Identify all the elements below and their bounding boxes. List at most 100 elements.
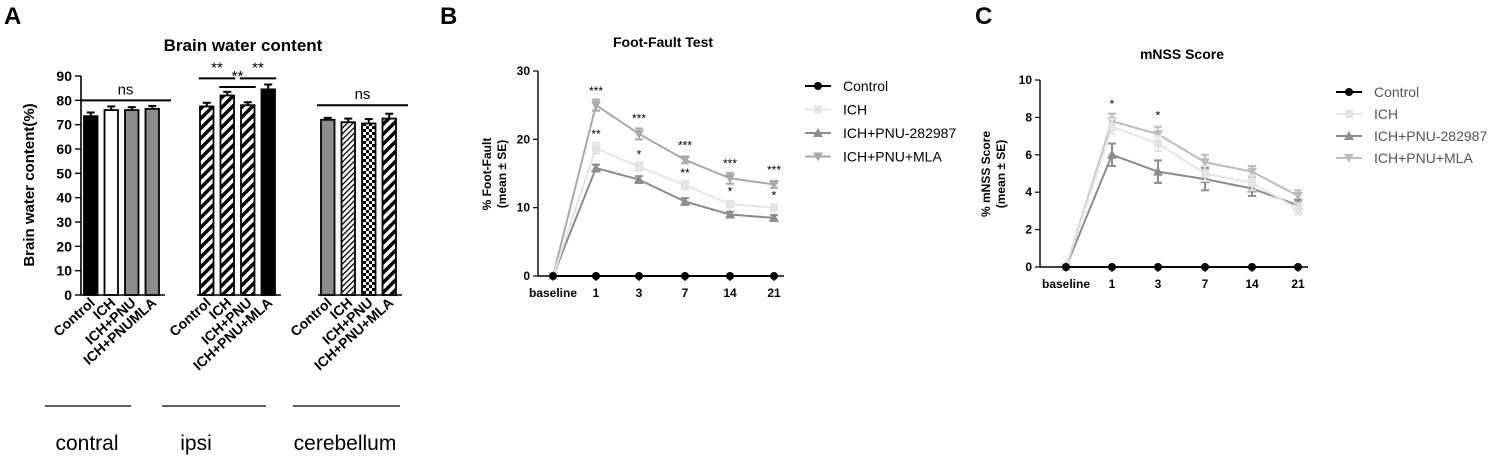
data-point xyxy=(591,101,601,111)
data-point xyxy=(1153,166,1163,176)
panel-letter-a: A xyxy=(4,3,21,30)
significance-label: *** xyxy=(767,163,781,177)
legend-marker xyxy=(1345,110,1353,118)
data-point xyxy=(770,203,778,212)
data-point xyxy=(635,162,643,171)
y-tick-label-a: 90 xyxy=(56,68,72,84)
legend-marker xyxy=(813,152,823,162)
series-line xyxy=(1065,125,1299,268)
plot-area-c: 0 2 4 6 8 10 baseline 1 3 7 14 21 * * xyxy=(1019,73,1308,291)
data-point xyxy=(549,272,557,280)
data-point xyxy=(680,196,690,206)
data-point xyxy=(725,209,735,219)
chart-title-b: Foot-Fault Test xyxy=(613,34,713,50)
y-tick-label-a: 70 xyxy=(56,117,72,133)
x-tick-label: 14 xyxy=(1245,277,1259,291)
significance-label: ns xyxy=(118,81,134,98)
series-line xyxy=(552,166,775,277)
bar xyxy=(144,107,160,296)
legend-marker xyxy=(813,128,823,137)
panel-c: C mNSS Score % mNSS Score (mean ± SE) 0 2… xyxy=(975,3,1487,291)
data-point xyxy=(1293,191,1303,201)
y-tick-label-a: 80 xyxy=(56,92,72,108)
x-tick-label: 7 xyxy=(682,286,689,300)
legend-b: Control ICH ICH+PNU-282987 ICH+PNU+MLA xyxy=(805,78,956,165)
significance-label: ns xyxy=(355,86,371,103)
y-axis-sublabel-c: (mean ± SE) xyxy=(994,140,1008,209)
data-point xyxy=(726,200,734,209)
significance-label: * xyxy=(1110,97,1115,111)
y-tick-label: 20 xyxy=(517,132,531,146)
legend-marker xyxy=(1344,154,1354,163)
panel-letter-b: B xyxy=(440,3,457,30)
data-point xyxy=(635,272,643,280)
data-point xyxy=(592,144,600,153)
x-tick-label: baseline xyxy=(1042,277,1090,291)
significance-label: ** xyxy=(232,68,244,85)
significance-label: ** xyxy=(680,166,690,180)
x-tick-label: baseline xyxy=(529,286,577,300)
legend-label: ICH xyxy=(1374,106,1398,122)
y-tick-label-a: 60 xyxy=(56,141,72,157)
significance-label: * xyxy=(637,147,642,161)
bar xyxy=(83,115,99,296)
chart-title-c: mNSS Score xyxy=(1140,46,1224,62)
legend-label: ICH+PNU+MLA xyxy=(1374,150,1473,166)
y-tick-label: 0 xyxy=(1025,260,1032,274)
series-line xyxy=(552,103,775,277)
legend-label: ICH+PNU+MLA xyxy=(843,149,942,165)
y-tick-label: 8 xyxy=(1025,110,1032,124)
y-axis-sublabel-b: (mean ± SE) xyxy=(495,140,509,209)
series-line xyxy=(1065,153,1299,268)
y-tick-label-a: 30 xyxy=(56,214,72,230)
significance-label: * xyxy=(1156,108,1161,122)
x-tick-label: 21 xyxy=(1291,277,1305,291)
y-tick-label-a: 40 xyxy=(56,190,72,206)
y-tick-label: 0 xyxy=(523,269,530,283)
legend-marker xyxy=(1345,88,1353,96)
data-point xyxy=(681,272,689,280)
data-point xyxy=(1108,122,1116,131)
data-point xyxy=(634,129,644,139)
series-line xyxy=(552,146,775,277)
data-point xyxy=(769,212,779,222)
significance-label: * xyxy=(772,188,777,202)
y-tick-label: 4 xyxy=(1025,185,1032,199)
y-axis-label-c: % mNSS Score xyxy=(979,131,993,217)
panel-a: A Brain water content Brain water conten… xyxy=(4,3,408,455)
significance-label: *** xyxy=(589,84,603,98)
data-point xyxy=(681,181,689,190)
data-point xyxy=(1062,263,1070,271)
data-point xyxy=(1247,167,1257,177)
data-point xyxy=(592,272,600,280)
panel-b: B Foot-Fault Test % Foot-Fault (mean ± S… xyxy=(440,3,956,300)
data-point xyxy=(1107,149,1117,159)
series-line xyxy=(1065,119,1299,268)
data-point xyxy=(1154,263,1162,271)
data-point xyxy=(1154,139,1162,148)
bar xyxy=(103,109,119,296)
y-tick-label-a: 0 xyxy=(64,287,72,303)
data-point xyxy=(725,174,735,184)
data-point xyxy=(1248,263,1256,271)
panel-letter-c: C xyxy=(975,3,992,30)
legend-label: ICH+PNU-282987 xyxy=(843,125,956,141)
y-tick-label: 10 xyxy=(1019,73,1033,87)
legend-label: ICH xyxy=(843,102,867,118)
legend-marker xyxy=(814,105,822,114)
group-label: ipsi xyxy=(180,432,212,455)
significance-label: ** xyxy=(252,59,264,76)
chart-title-a: Brain water content xyxy=(164,36,323,55)
x-tick-label: 21 xyxy=(767,286,781,300)
data-point xyxy=(1201,263,1209,271)
legend-label: Control xyxy=(1374,84,1419,100)
legend-marker xyxy=(1344,131,1354,140)
significance-label: * xyxy=(728,184,733,198)
data-point xyxy=(726,272,734,280)
group-label: contral xyxy=(55,432,118,455)
bar xyxy=(381,117,397,296)
data-point xyxy=(769,180,779,190)
y-tick-label: 2 xyxy=(1025,223,1032,237)
